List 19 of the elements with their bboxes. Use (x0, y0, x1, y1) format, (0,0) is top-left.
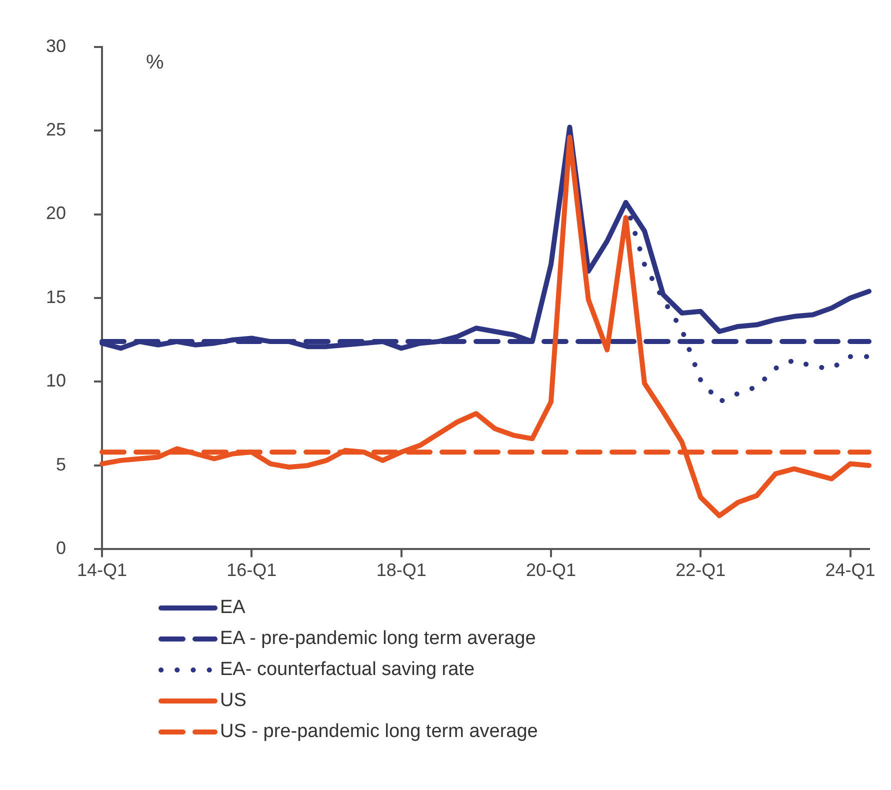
y-tick-label: 10 (46, 370, 66, 391)
legend-label: US - pre-pandemic long term average (220, 720, 538, 742)
y-tick-label: 0 (56, 538, 66, 558)
x-tick-label: 16-Q1 (226, 560, 277, 580)
x-tick-label: 22-Q1 (676, 560, 726, 580)
y-tick-label: 20 (46, 203, 66, 224)
legend-label: EA (220, 596, 246, 618)
x-tick-label: 18-Q1 (376, 560, 426, 580)
x-tick-label: 14-Q1 (77, 560, 128, 580)
y-tick-label: 30 (46, 36, 66, 56)
y-tick-label: 15 (46, 286, 66, 307)
x-tick-label: 20-Q1 (526, 560, 576, 580)
legend-label: EA - pre-pandemic long term average (220, 628, 536, 650)
y-tick-label: 5 (56, 454, 66, 474)
y-tick-label: 25 (46, 120, 66, 140)
legend-label: EA- counterfactual saving rate (220, 658, 475, 680)
legend-label: US (220, 690, 246, 712)
y-axis-title: % (146, 51, 164, 74)
x-tick-label: 24-Q1 (825, 560, 876, 580)
